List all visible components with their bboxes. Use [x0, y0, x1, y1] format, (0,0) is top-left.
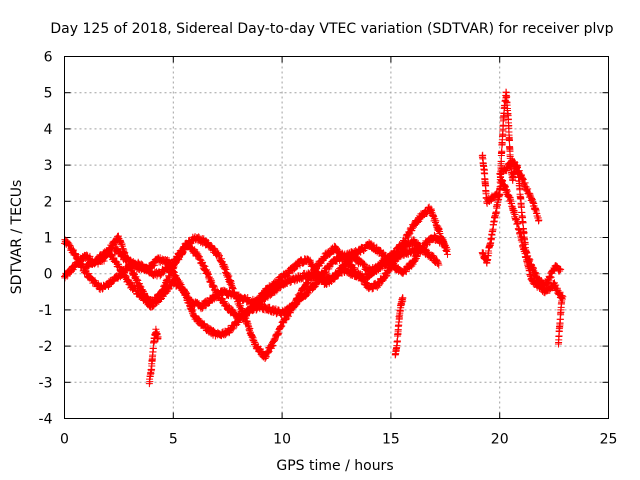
data-point — [535, 216, 543, 224]
axis-ticks: 0 5 10 15 20 25 -4 -3 -2 -1 0 1 2 3 4 5 6 — [39, 50, 618, 448]
series-dip-15h — [391, 294, 407, 359]
y-tick-label: -3 — [39, 375, 53, 391]
series-track-7 — [496, 156, 543, 225]
series-dip-23h — [554, 297, 566, 348]
series-track-6 — [478, 176, 567, 303]
y-axis-label: SDTVAR / TECUs — [9, 180, 25, 295]
y-tick-label: -1 — [39, 303, 53, 319]
y-tick-label: 1 — [44, 231, 53, 247]
data-point — [249, 307, 257, 315]
data-point — [498, 147, 506, 155]
data-point — [244, 293, 252, 301]
data-point — [154, 333, 162, 341]
x-axis-label: GPS time / hours — [276, 458, 393, 474]
data-point — [557, 265, 565, 273]
x-tick-label: 25 — [600, 432, 618, 448]
data-point — [415, 243, 423, 251]
series-dip-4h — [145, 325, 162, 388]
y-tick-label: 6 — [44, 50, 53, 66]
data-point — [399, 294, 407, 302]
y-tick-label: 2 — [44, 194, 53, 210]
data-point — [443, 250, 451, 258]
x-tick-label: 10 — [273, 432, 291, 448]
data-point — [414, 246, 422, 254]
data-point — [558, 297, 566, 305]
plot-frame — [64, 56, 609, 419]
data-point — [559, 293, 567, 301]
x-tick-label: 20 — [491, 432, 509, 448]
data-point — [368, 285, 376, 293]
data-points — [61, 88, 567, 388]
x-tick-label: 5 — [169, 432, 178, 448]
y-tick-label: 0 — [44, 267, 53, 283]
series-track-4 — [111, 243, 423, 313]
series-track-5 — [478, 88, 565, 290]
y-tick-label: 5 — [44, 86, 53, 102]
data-point — [441, 241, 449, 249]
y-tick-label: -2 — [39, 339, 53, 355]
chart-title: Day 125 of 2018, Sidereal Day-to-day VTE… — [50, 21, 613, 37]
data-point — [435, 261, 443, 269]
y-tick-label: -4 — [39, 412, 53, 428]
data-point — [505, 136, 513, 144]
data-point — [516, 184, 524, 192]
x-tick-label: 0 — [60, 432, 69, 448]
x-tick-label: 15 — [382, 432, 400, 448]
y-tick-label: 3 — [44, 158, 53, 174]
data-point — [497, 157, 505, 165]
y-tick-label: 4 — [44, 122, 53, 138]
